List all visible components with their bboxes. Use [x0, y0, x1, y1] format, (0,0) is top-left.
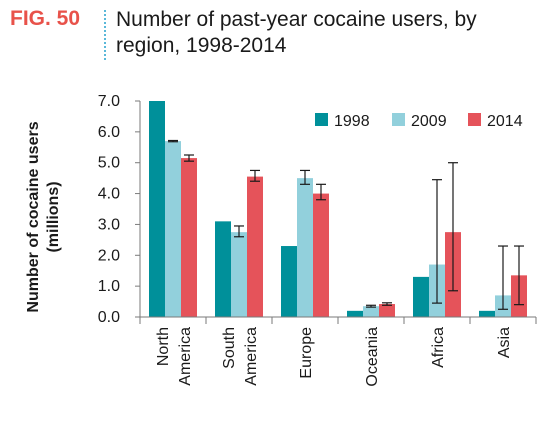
x-tick-label: America: [177, 327, 194, 386]
y-axis-title: Number of cocaine users (millions): [25, 121, 62, 312]
bar-2014: [379, 304, 395, 317]
bar-1998: [149, 101, 165, 317]
bar-1998: [413, 276, 429, 317]
y-tick-label: 6.0: [98, 124, 120, 141]
x-tick-label: South: [221, 327, 238, 369]
y-tick-label: 0.0: [98, 309, 120, 326]
legend-swatch-1998: [315, 113, 328, 126]
bar-2009: [363, 306, 379, 317]
bar-2014: [247, 176, 263, 317]
legend-label: 1998: [334, 113, 370, 130]
x-tick-label: Asia: [496, 327, 513, 358]
legend-label: 2009: [411, 113, 447, 130]
x-tick-label: America: [243, 327, 260, 386]
bar-1998: [479, 310, 495, 317]
x-tick-label: Europe: [298, 327, 315, 379]
x-tick-label: North: [155, 327, 172, 366]
bar-2009: [297, 178, 313, 317]
bar-1998: [347, 310, 363, 317]
bar-1998: [281, 246, 297, 317]
legend-swatch-2009: [392, 113, 405, 126]
bar-2009: [231, 232, 247, 317]
x-tick-label: Oceania: [364, 327, 381, 387]
figure-number: FIG. 50: [10, 7, 81, 30]
bar-2014: [181, 158, 197, 317]
y-tick-label: 5.0: [98, 155, 120, 172]
y-axis-title-line: (millions): [45, 181, 62, 252]
legend-swatch-2014: [468, 113, 481, 126]
bar-1998: [215, 221, 231, 317]
x-tick-label: Africa: [430, 327, 447, 368]
y-tick-label: 4.0: [98, 186, 120, 203]
figure-title: Number of past-year cocaine users, by re…: [116, 8, 477, 57]
title-divider: [104, 10, 106, 60]
y-tick-label: 2.0: [98, 247, 120, 264]
y-tick-label: 3.0: [98, 216, 120, 233]
bar-2014: [313, 193, 329, 317]
y-tick-label: 1.0: [98, 278, 120, 295]
bar-2009: [165, 141, 181, 317]
legend-label: 2014: [487, 113, 523, 130]
y-tick-label: 7.0: [98, 93, 120, 110]
y-axis-title-line: Number of cocaine users: [25, 121, 42, 312]
